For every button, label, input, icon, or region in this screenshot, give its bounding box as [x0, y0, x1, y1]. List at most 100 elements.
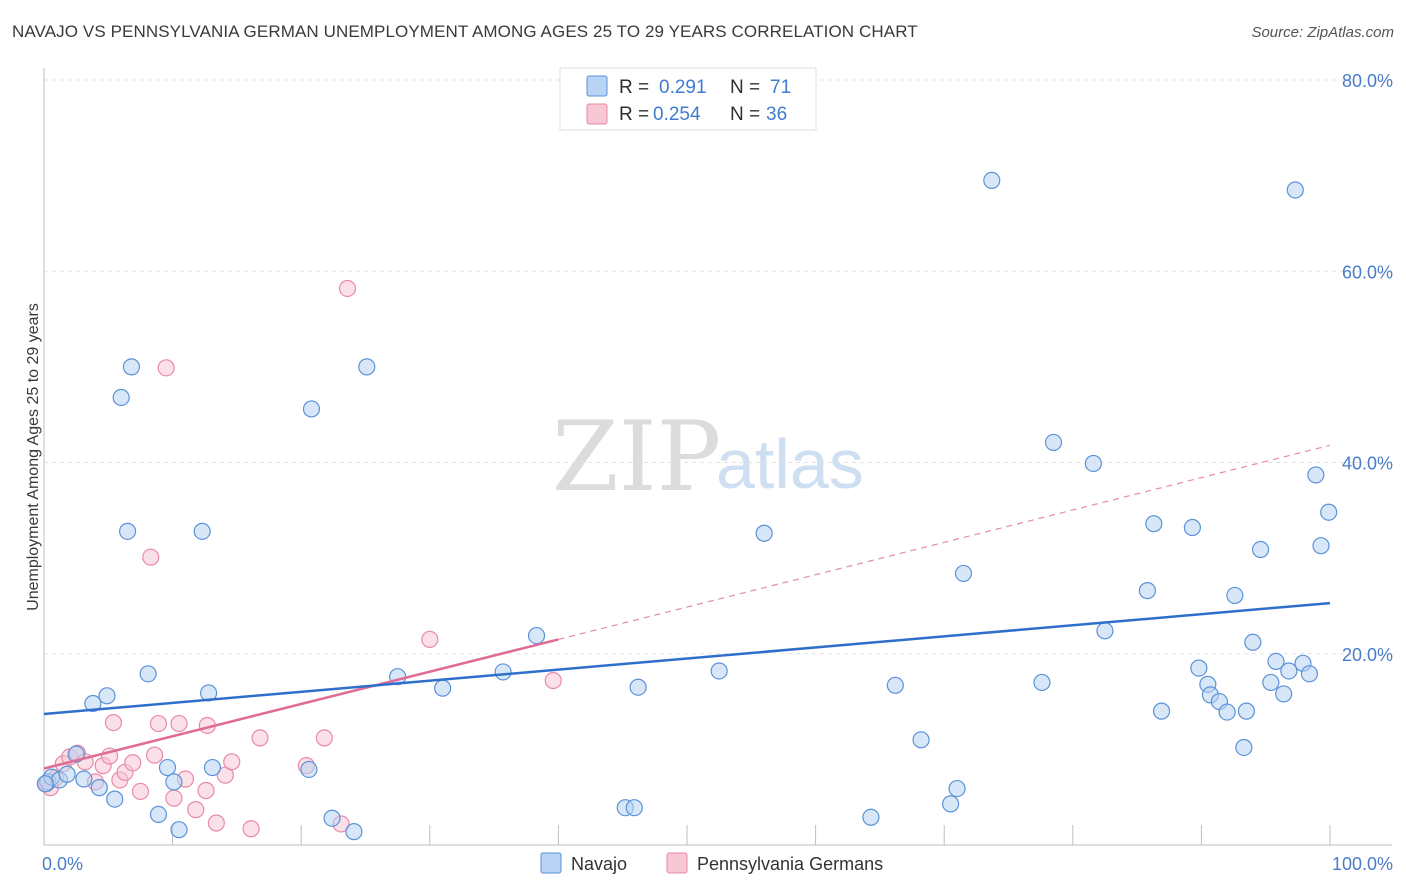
navajo-point	[112, 388, 130, 407]
navajo-point	[1280, 662, 1298, 680]
navajo-point	[106, 790, 124, 808]
navajo-point	[300, 760, 318, 779]
penn-german-point	[544, 671, 562, 690]
y-tick-labels: 20.0% 40.0% 60.0% 80.0%	[1342, 71, 1393, 665]
penn-german-trend-extension	[558, 444, 1331, 640]
navajo-point	[755, 524, 773, 542]
navajo-point	[139, 665, 157, 683]
navajo-point	[1275, 685, 1293, 703]
navajo-point	[1138, 582, 1156, 600]
navajo-trend-line	[43, 601, 1331, 716]
navajo-point	[1312, 537, 1330, 555]
navajo-point	[625, 799, 643, 817]
legend-navajo-r-value: 0.291	[659, 77, 707, 98]
penn-german-point	[142, 548, 160, 566]
watermark-atlas: atlas	[716, 425, 864, 503]
navajo-point	[710, 662, 728, 680]
penn-german-point	[197, 781, 215, 800]
legend-penn-r-label: R =	[619, 104, 649, 125]
y-tick-label: 80.0%	[1342, 71, 1393, 91]
navajo-point	[323, 809, 341, 827]
navajo-point	[36, 775, 54, 793]
navajo-point	[193, 522, 211, 540]
legend-navajo-n-label: N =	[730, 77, 760, 98]
navajo-point	[158, 758, 177, 777]
navajo-point	[527, 626, 546, 645]
navajo-point	[1262, 673, 1280, 692]
navajo-point	[862, 808, 880, 826]
chart-title: NAVAJO VS PENNSYLVANIA GERMAN UNEMPLOYME…	[12, 22, 918, 41]
penn-german-trend-line	[43, 638, 559, 770]
bottom-legend-penn-swatch	[666, 852, 688, 874]
watermark: ZIP atlas	[552, 401, 864, 513]
penn-german-point	[165, 789, 183, 807]
navajo-point	[345, 823, 363, 841]
navajo-point	[75, 770, 93, 788]
navajo-point	[1300, 665, 1319, 683]
navajo-point	[1267, 652, 1285, 671]
navajo-point	[203, 758, 222, 777]
legend-penn-n-label: N =	[730, 104, 760, 125]
navajo-point	[948, 779, 966, 798]
gridlines	[44, 79, 1392, 655]
navajo-point	[1084, 454, 1102, 473]
navajo-point	[302, 400, 321, 418]
navajo-point	[170, 821, 188, 839]
navajo-point	[1226, 586, 1244, 605]
y-tick-label: 40.0%	[1342, 454, 1393, 474]
navajo-point	[1235, 738, 1253, 757]
navajo-point	[1320, 503, 1338, 521]
navajo-point	[494, 663, 512, 681]
legend-navajo-r-label: R =	[619, 77, 649, 98]
navajo-point	[98, 687, 116, 705]
navajo-point	[149, 805, 168, 824]
legend-penn-r-value: 0.254	[653, 104, 701, 125]
legend-penn-n-value: 36	[766, 104, 787, 125]
series-legend: Navajo Pennsylvania Germans	[540, 852, 883, 874]
penn-german-point	[187, 801, 205, 819]
y-axis-label: Unemployment Among Ages 25 to 29 years	[25, 303, 42, 611]
navajo-point	[942, 795, 960, 813]
source-label: Source: ZipAtlas.com	[1251, 24, 1394, 41]
navajo-point	[1190, 659, 1208, 677]
penn-german-point	[124, 754, 142, 772]
bottom-legend-navajo-swatch	[540, 852, 562, 874]
watermark-zip: ZIP	[552, 401, 721, 513]
navajo-point	[165, 773, 183, 791]
penn-german-point	[315, 729, 333, 747]
navajo-point	[912, 731, 930, 749]
penn-german-point	[251, 729, 269, 747]
navajo-point	[1152, 702, 1171, 720]
navajo-points	[36, 171, 1338, 841]
navajo-point	[434, 679, 452, 697]
x-tick-labels: 0.0% 100.0%	[42, 854, 1393, 874]
penn-german-point	[207, 814, 225, 832]
navajo-point	[1244, 633, 1262, 651]
trend-lines	[43, 444, 1331, 770]
y-tick-label: 20.0%	[1342, 645, 1393, 665]
axes	[43, 68, 1392, 846]
navajo-point	[118, 522, 137, 540]
penn-german-point	[421, 630, 439, 649]
bottom-legend-navajo: Navajo	[571, 854, 627, 874]
navajo-point	[1251, 540, 1270, 559]
navajo-point	[1044, 433, 1063, 452]
navajo-point	[58, 765, 76, 783]
navajo-point	[954, 564, 973, 583]
navajo-point	[1033, 673, 1051, 692]
navajo-point	[358, 358, 376, 376]
navajo-point	[1307, 466, 1325, 484]
legend-navajo-n-value: 71	[770, 77, 791, 98]
navajo-point	[886, 676, 904, 694]
penn-german-point	[242, 820, 260, 838]
navajo-point	[629, 678, 647, 696]
navajo-point	[1218, 703, 1236, 721]
penn-german-point	[338, 279, 357, 298]
navajo-point	[1096, 622, 1114, 640]
navajo-point	[84, 694, 102, 713]
legend-penn-swatch	[586, 103, 608, 125]
x-tick-label: 0.0%	[42, 854, 83, 874]
navajo-point	[90, 779, 108, 797]
penn-german-point	[145, 746, 164, 764]
navajo-point	[1145, 515, 1163, 533]
